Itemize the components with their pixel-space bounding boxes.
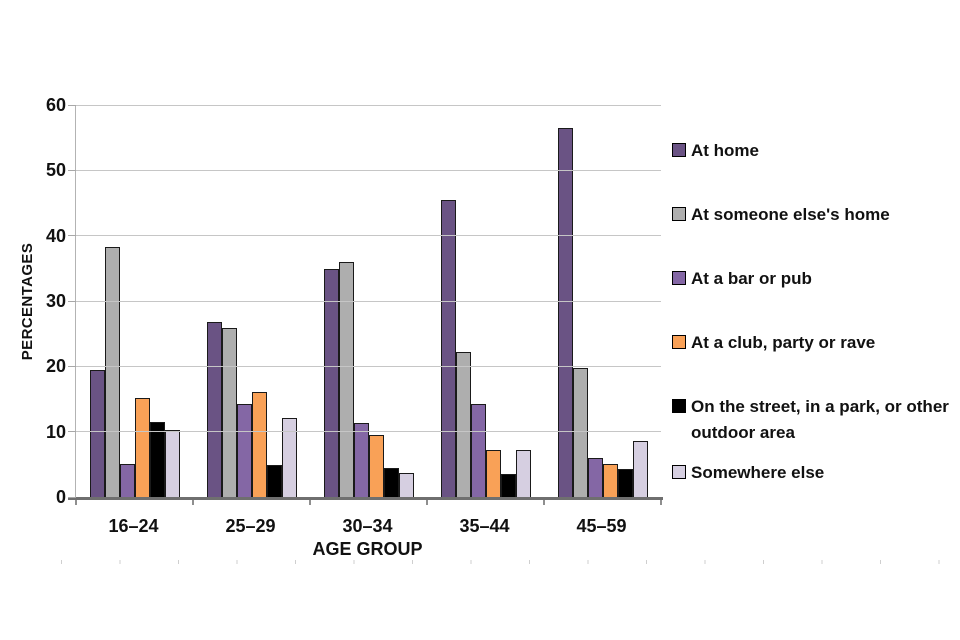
legend-label: Somewhere else <box>691 463 825 482</box>
y-tick-label: 50 <box>45 160 66 181</box>
gridline <box>76 300 661 302</box>
bar <box>281 417 297 497</box>
bar <box>323 268 339 497</box>
y-axis-tick <box>68 104 76 106</box>
gridline <box>76 235 661 237</box>
bar <box>104 246 120 497</box>
legend-swatch-icon <box>672 335 686 349</box>
plot-area <box>68 104 663 505</box>
legend-swatch-icon <box>672 207 686 221</box>
category-boundary-tick <box>426 500 428 505</box>
bar <box>572 368 588 497</box>
category-boundary-tick <box>660 500 662 505</box>
bar-group <box>427 105 544 497</box>
x-tick-label: 35–44 <box>459 516 510 536</box>
legend-label: At a club, party or rave <box>691 333 876 352</box>
legend-label: At a bar or pub <box>691 269 812 288</box>
x-tick-label: 16–24 <box>108 516 159 536</box>
y-axis-tick <box>68 300 76 302</box>
bar <box>470 404 486 497</box>
bar <box>338 262 354 497</box>
category-boundary-tick <box>75 500 77 505</box>
gridline <box>76 104 661 106</box>
bar <box>617 469 633 497</box>
x-tick-label: 45–59 <box>576 516 627 536</box>
y-axis-tick <box>68 431 76 433</box>
bar <box>134 398 150 497</box>
bar <box>485 449 501 497</box>
y-axis-tick <box>68 235 76 237</box>
ruler-ticks <box>61 560 945 564</box>
y-tick-label: 0 <box>55 487 66 507</box>
x-axis-title: AGE GROUP <box>312 539 423 559</box>
bar <box>251 392 267 497</box>
bar <box>221 327 237 497</box>
legend-label: At someone else's home <box>691 205 890 224</box>
y-axis-tick <box>68 365 76 367</box>
bar <box>164 429 180 497</box>
y-tick-label: 30 <box>45 291 66 311</box>
gridline <box>76 169 661 171</box>
bar-groups <box>76 105 661 497</box>
x-tick-label: 25–29 <box>225 516 276 536</box>
gridline <box>76 431 661 433</box>
legend-item: On the street, in a park, or other outdo… <box>672 394 954 446</box>
bar <box>119 463 135 497</box>
bar <box>266 464 282 497</box>
bar <box>398 472 414 497</box>
bar <box>368 435 384 497</box>
bar <box>236 404 252 497</box>
legend-item: At a bar or pub <box>672 266 954 292</box>
y-tick-label: 60 <box>45 95 66 115</box>
bar-group <box>310 105 427 497</box>
x-axis-line <box>68 497 663 500</box>
bar <box>455 352 471 497</box>
bar <box>206 322 222 497</box>
legend-label: At home <box>691 141 759 160</box>
bar <box>500 473 516 497</box>
y-tick-label: 20 <box>45 356 66 377</box>
legend-swatch-icon <box>672 271 686 285</box>
legend: At home At someone else's home At a bar or… <box>672 138 954 524</box>
legend-label: On the street, in a park, or other outdo… <box>691 397 949 442</box>
bar <box>89 370 105 497</box>
bar <box>602 463 618 497</box>
gridline <box>76 365 661 367</box>
legend-swatch-icon <box>672 399 686 413</box>
bar <box>587 458 603 497</box>
y-tick-label: 40 <box>45 225 66 246</box>
y-axis-tick <box>68 169 76 171</box>
category-boundary-tick <box>192 500 194 505</box>
category-boundary-tick <box>543 500 545 505</box>
legend-swatch-icon <box>672 143 686 157</box>
bar <box>383 468 399 497</box>
bar-group <box>76 105 193 497</box>
bar <box>557 128 573 497</box>
bar <box>632 440 648 497</box>
bar-group <box>544 105 661 497</box>
legend-item: At home <box>672 138 954 164</box>
y-axis-tick <box>68 496 76 498</box>
bar <box>515 449 531 497</box>
y-tick-label: 10 <box>45 421 66 442</box>
x-tick-label: 30–34 <box>342 516 393 536</box>
bar <box>353 423 369 497</box>
legend-item: At someone else's home <box>672 202 954 228</box>
legend-swatch-icon <box>672 465 686 479</box>
category-boundary-tick <box>309 500 311 505</box>
bar <box>440 199 456 497</box>
legend-item: At a club, party or rave <box>672 330 954 356</box>
legend-item: Somewhere else <box>672 460 954 486</box>
bar <box>149 422 165 497</box>
